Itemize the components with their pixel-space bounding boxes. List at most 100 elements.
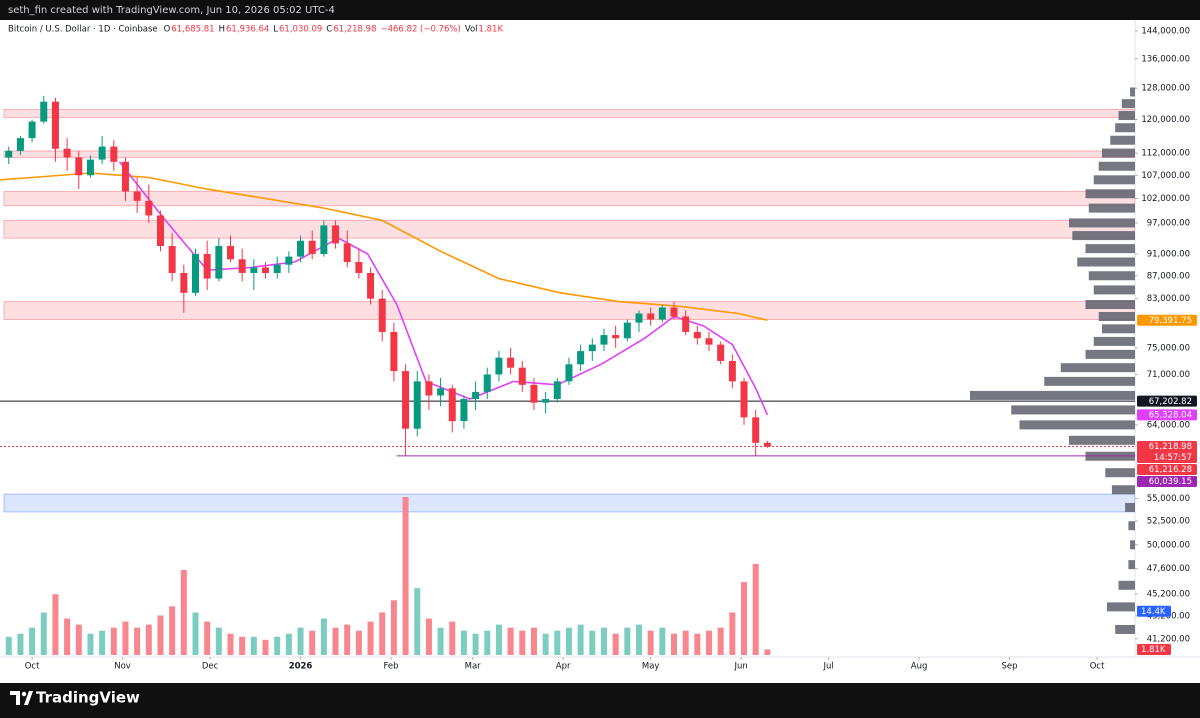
candle-body <box>600 335 608 345</box>
volume-profile-bar <box>1098 161 1135 171</box>
candle-body <box>495 357 503 375</box>
price-badge <box>1137 475 1197 487</box>
x-tick-label: Aug <box>911 662 928 672</box>
volume-bar <box>612 633 619 655</box>
legend-value: 1.81K <box>479 25 504 35</box>
candle-body <box>343 243 351 262</box>
y-tick-label: 41,200.00 <box>1147 634 1190 644</box>
volume-profile-bar <box>1118 111 1135 121</box>
candle-body <box>215 245 223 279</box>
price-badge-label: 67,202.82 <box>1149 397 1192 407</box>
x-tick-label: 2026 <box>289 662 313 672</box>
candle-body <box>63 148 71 158</box>
volume-bar <box>565 627 572 655</box>
volume-bar <box>484 630 491 655</box>
volume-bar <box>635 624 642 655</box>
price-badge <box>1137 395 1197 407</box>
volume-profile-bar <box>1125 502 1135 512</box>
volume-bar <box>40 612 47 655</box>
volume-profile-bar <box>1088 203 1135 213</box>
candle-body <box>203 253 211 279</box>
volume-bar <box>110 627 117 655</box>
candle-body <box>693 331 701 339</box>
candle-body <box>168 245 176 273</box>
x-tick-label: Feb <box>383 662 398 672</box>
price-badge-label: 61,216.28 <box>1149 465 1192 475</box>
symbol: Bitcoin / U.S. Dollar · 1D · Coinbase <box>8 25 158 35</box>
y-tick-label: 45,200.00 <box>1147 589 1190 599</box>
volume-profile-bar <box>1128 560 1135 570</box>
volume-bar <box>659 627 666 655</box>
candle-body <box>542 399 550 403</box>
legend-value: 61,685.81 <box>171 25 214 35</box>
volume-bar <box>227 633 234 655</box>
volume-bar <box>145 624 152 655</box>
x-tick-label: Sep <box>1002 662 1018 672</box>
y-tick-label: 71,000.00 <box>1147 370 1190 380</box>
volume-bar <box>320 618 327 655</box>
candle-body <box>670 307 678 317</box>
x-tick-label: Jun <box>733 662 747 672</box>
x-tick-label: May <box>642 662 660 672</box>
volume-profile-bar <box>1069 218 1135 228</box>
volume-bar <box>600 627 607 655</box>
volume-bar <box>472 633 479 655</box>
volume-bar <box>542 633 549 655</box>
y-tick-label: 64,000.00 <box>1147 420 1190 430</box>
candle-body <box>728 360 736 382</box>
volume-bar <box>670 633 677 655</box>
y-tick-label: 107,000.00 <box>1141 171 1190 181</box>
volume-bar <box>157 615 164 655</box>
volume-bar <box>425 618 432 655</box>
zone <box>3 219 1135 239</box>
x-tick-label: Oct <box>1090 662 1105 672</box>
volume-profile-bar <box>1077 257 1135 267</box>
candle-body <box>308 240 316 254</box>
brand-logo <box>10 691 33 705</box>
candle-body <box>682 316 690 332</box>
candle-body <box>121 161 129 192</box>
volume-profile-bar <box>1121 99 1135 109</box>
volume-profile-bar <box>1093 175 1135 185</box>
y-tick-label: 83,000.00 <box>1147 294 1190 304</box>
volume-profile-bar <box>1088 271 1135 281</box>
volume-bar <box>122 621 129 655</box>
volume-profile-bar <box>1044 376 1135 386</box>
y-tick-label: 55,000.00 <box>1147 494 1190 504</box>
candle-body <box>355 261 363 273</box>
x-tick-label: Dec <box>202 662 219 672</box>
volume-bar <box>285 633 292 655</box>
candle-body <box>623 322 631 339</box>
volume-bar <box>764 649 771 655</box>
volume-bar <box>344 624 351 655</box>
candle-body <box>740 381 748 418</box>
candle-body <box>273 264 281 273</box>
price-badge-label: 65,328.04 <box>1149 411 1192 421</box>
volume-profile-bar <box>1085 244 1135 254</box>
y-tick-label: 112,000.00 <box>1141 149 1190 159</box>
volume-bar <box>694 633 701 655</box>
y-tick-label: 47,600.00 <box>1147 564 1190 574</box>
candle-body <box>156 215 164 246</box>
volume-bar <box>99 630 106 655</box>
volume-profile-bar <box>1069 435 1135 445</box>
candle-body <box>180 272 188 293</box>
volume-badge <box>1137 644 1171 655</box>
volume-bar <box>402 497 409 655</box>
volume-bar <box>647 630 654 655</box>
zone <box>3 190 1135 207</box>
candle-body <box>483 374 491 392</box>
candle-body <box>635 313 643 323</box>
zone <box>3 150 1135 158</box>
price-badge <box>1137 463 1197 475</box>
candle-body <box>40 101 48 122</box>
y-tick-label: 120,000.00 <box>1141 115 1190 125</box>
candle-body <box>518 367 526 385</box>
volume-bar <box>297 627 304 655</box>
volume-profile-bar <box>1105 468 1135 478</box>
volume-profile-bar <box>970 390 1135 400</box>
candle-body <box>448 388 456 422</box>
volume-bar <box>367 621 374 655</box>
volume-bar <box>64 618 71 655</box>
